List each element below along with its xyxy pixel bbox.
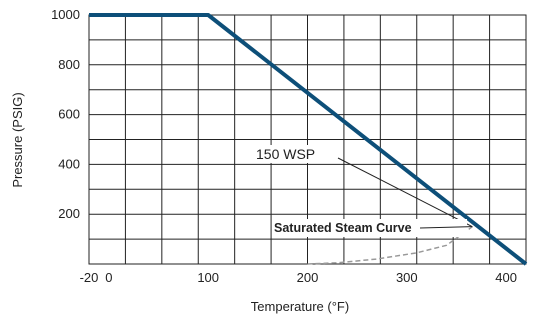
tick-labels: -20 0 100 200 300 400 200 400 600 800 1000	[51, 7, 517, 285]
series-line-saturated-steam	[307, 226, 473, 265]
x-tick-label: -20	[80, 270, 99, 285]
y-axis-label: Pressure (PSIG)	[10, 92, 25, 187]
x-tick-label: 0	[105, 270, 112, 285]
label-background-150-wsp	[253, 145, 339, 163]
leader-line-steam-curve	[419, 226, 473, 229]
y-tick-label: 600	[58, 107, 80, 122]
y-tick-label: 200	[58, 206, 80, 221]
y-tick-label: 400	[58, 156, 80, 171]
annotation-150-wsp: 150 WSP	[256, 146, 315, 162]
y-tick-label: 1000	[51, 7, 80, 22]
y-tick-label: 800	[58, 57, 80, 72]
x-tick-label: 300	[396, 270, 418, 285]
x-tick-label: 100	[197, 270, 219, 285]
leader-line-150-wsp	[337, 157, 473, 228]
x-axis-label: Temperature (°F)	[251, 299, 349, 314]
x-tick-label: 400	[495, 270, 517, 285]
x-tick-label: 200	[297, 270, 319, 285]
grid	[89, 15, 526, 264]
series-line-150-wsp	[89, 13, 528, 266]
annotation-layer: 150 WSP Saturated Steam Curve	[253, 145, 473, 237]
series-layer	[89, 13, 528, 266]
label-background-steam-curve	[272, 219, 467, 237]
annotation-saturated-steam-curve: Saturated Steam Curve	[274, 221, 412, 235]
